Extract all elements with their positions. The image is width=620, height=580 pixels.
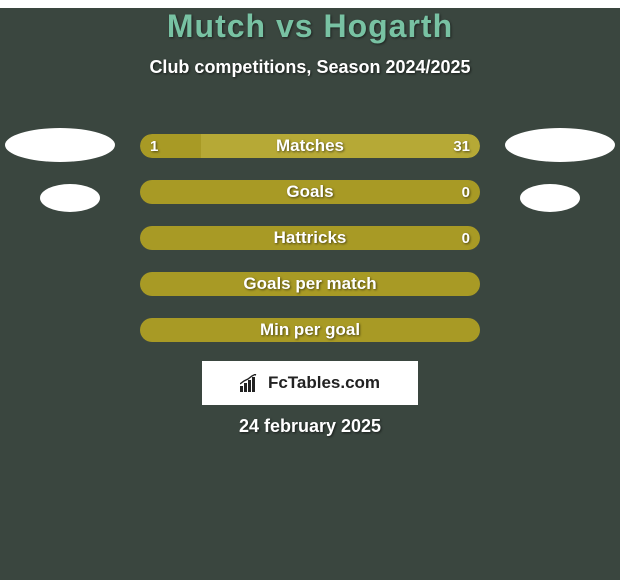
- brand-box: FcTables.com: [202, 361, 418, 405]
- page-subtitle: Club competitions, Season 2024/2025: [0, 57, 620, 78]
- bar-label: Goals per match: [140, 272, 480, 296]
- player-right-badge: [505, 128, 615, 162]
- bar-label: Hattricks: [140, 226, 480, 250]
- bar-row: Matches1 31: [140, 134, 480, 158]
- brand-text: FcTables.com: [268, 373, 380, 393]
- comparison-bars: Matches131Goals0Hattricks0Goals per matc…: [140, 134, 480, 364]
- bar-right-value: 31: [443, 134, 480, 158]
- bar-right-value: 0: [452, 180, 480, 204]
- bar-label: Min per goal: [140, 318, 480, 342]
- bar-left-value: 1: [140, 134, 168, 158]
- bar-label: Matches: [140, 134, 480, 158]
- player-left-flag: [40, 184, 100, 212]
- stage: Mutch vs Hogarth Club competitions, Seas…: [0, 8, 620, 580]
- bars-chart-icon: [240, 374, 262, 392]
- bar-row: Min per goal: [140, 318, 480, 342]
- bar-row: Goals0: [140, 180, 480, 204]
- bar-right-value: 0: [452, 226, 480, 250]
- player-left-badge: [5, 128, 115, 162]
- bar-row: Hattricks0: [140, 226, 480, 250]
- bar-label: Goals: [140, 180, 480, 204]
- player-right-flag: [520, 184, 580, 212]
- page-title: Mutch vs Hogarth: [0, 8, 620, 45]
- snapshot-date: 24 february 2025: [0, 416, 620, 437]
- bar-row: Goals per match: [140, 272, 480, 296]
